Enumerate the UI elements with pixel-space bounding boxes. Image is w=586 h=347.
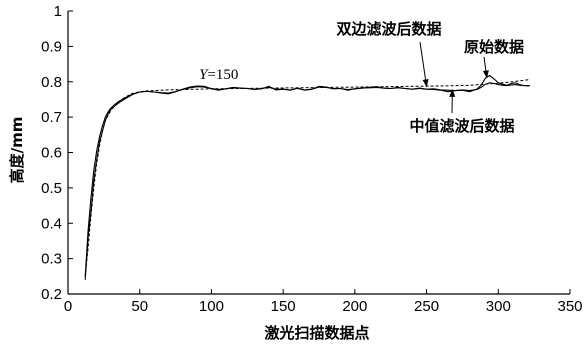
series-line-1 bbox=[84, 74, 530, 280]
x-tick-label: 200 bbox=[342, 298, 367, 315]
plot-area: 0 50 100 150 200 250 300 350 0.2 0.3 0.4 0.5 0.6 0.7 0… bbox=[41, 3, 582, 315]
param-label: Y=150 bbox=[199, 67, 238, 83]
y-tick-label: 0.5 bbox=[41, 180, 62, 197]
annotation-label-3: 中值滤波后数据 bbox=[409, 117, 514, 135]
x-tick-label: 300 bbox=[486, 298, 511, 315]
annotation-arrow-2 bbox=[482, 56, 489, 79]
param-label-value: =150 bbox=[207, 67, 238, 83]
y-tick-label: 0.6 bbox=[41, 145, 62, 162]
x-tick-label: 250 bbox=[414, 298, 439, 315]
y-tick-label: 0.7 bbox=[41, 109, 62, 126]
y-tick-label: 0.4 bbox=[41, 215, 62, 232]
series-line-2 bbox=[84, 79, 530, 277]
y-tick-label: 1 bbox=[54, 3, 62, 20]
y-tick-label: 0.8 bbox=[41, 74, 62, 91]
series-layer bbox=[84, 74, 530, 280]
y-axis-title: 高度/mm bbox=[8, 117, 26, 184]
x-tick-label: 100 bbox=[199, 298, 224, 315]
y-tick-label: 0.2 bbox=[41, 286, 62, 303]
x-tick-label: 0 bbox=[64, 298, 72, 315]
x-tick-label: 150 bbox=[271, 298, 296, 315]
annotation-label-1: 双边滤波后数据 bbox=[336, 20, 441, 38]
y-tick-label: 0.3 bbox=[41, 251, 62, 268]
param-label-var: Y bbox=[199, 67, 209, 83]
annotation-arrow-1 bbox=[419, 41, 429, 88]
annotation-label-2: 原始数据 bbox=[464, 38, 524, 56]
y-tick-label: 0.9 bbox=[41, 38, 62, 55]
x-tick-label: 50 bbox=[131, 298, 148, 315]
x-axis-title: 激光扫描数据点 bbox=[264, 324, 369, 342]
series-line-3 bbox=[84, 82, 530, 277]
x-tick-label: 350 bbox=[557, 298, 582, 315]
